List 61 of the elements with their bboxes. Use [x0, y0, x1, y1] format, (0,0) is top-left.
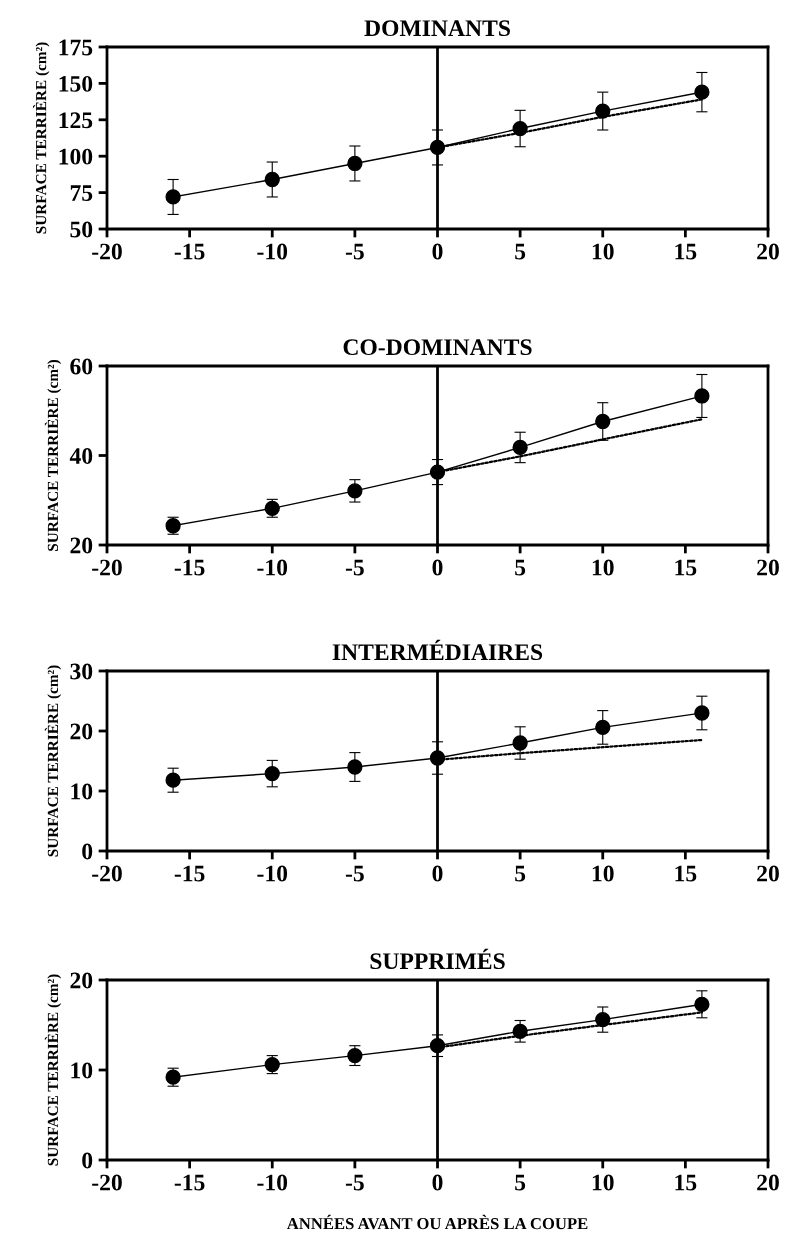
x-tick-label: -15 [174, 559, 205, 576]
chart-title: INTERMÉDIAIRES [332, 639, 543, 661]
x-tick-label: 20 [757, 243, 779, 260]
y-tick-label: 175 [59, 39, 93, 56]
x-tick-label: 15 [675, 865, 697, 882]
x-tick-label: 5 [515, 865, 526, 882]
x-tick-label: 15 [675, 243, 697, 260]
y-tick-label: 40 [69, 447, 93, 464]
y-tick-label: 10 [71, 783, 93, 800]
y-tick-label: 125 [59, 112, 93, 129]
y-axis-title: SURFACE TERRIÈRE (cm²) [33, 42, 50, 234]
x-tick-label: 0 [432, 865, 443, 882]
x-tick-label: 10 [592, 865, 614, 882]
x-tick-label: 20 [757, 1174, 779, 1191]
y-axis-title: SURFACE TERRIÈRE (cm²) [44, 359, 62, 551]
y-tick-label: 20 [70, 537, 93, 554]
y-tick-label: 60 [70, 358, 93, 375]
x-tick-label: 5 [515, 243, 526, 260]
x-tick-label: -5 [345, 865, 364, 882]
x-tick-label: 0 [432, 1174, 443, 1191]
y-axis-title: SURFACE TERRIÈRE (cm²) [44, 665, 62, 857]
x-tick-label: -5 [345, 1174, 364, 1191]
x-tick-label: 0 [432, 559, 443, 576]
x-tick-label: 10 [592, 1174, 614, 1191]
y-tick-label: 0 [82, 843, 93, 860]
y-tick-label: 30 [70, 663, 93, 680]
y-tick-label: 20 [70, 723, 93, 740]
x-tick-label: 20 [757, 559, 779, 576]
x-tick-label: 15 [675, 559, 697, 576]
x-tick-label: -15 [174, 243, 205, 260]
x-tick-label: -10 [257, 243, 288, 260]
x-tick-label: -10 [257, 865, 288, 882]
y-tick-label: 50 [70, 221, 93, 238]
y-tick-label: 100 [59, 148, 93, 165]
x-tick-label: -5 [345, 243, 364, 260]
x-tick-label: -10 [257, 1174, 288, 1191]
x-tick-label: 15 [675, 1174, 697, 1191]
x-tick-label: 5 [515, 1174, 526, 1191]
x-tick-label: 10 [592, 559, 614, 576]
x-tick-label: -5 [345, 559, 364, 576]
x-axis-title: ANNÉES AVANT OU APRÈS LA COUPE [286, 1214, 588, 1230]
y-tick-label: 150 [59, 75, 93, 92]
y-tick-label: 0 [82, 1152, 93, 1169]
x-tick-label: -10 [257, 559, 288, 576]
y-axis-title: SURFACE TERRIÈRE (cm²) [44, 974, 62, 1166]
x-tick-label: -15 [174, 1174, 205, 1191]
y-tick-label: 20 [70, 972, 93, 989]
x-tick-label: -20 [92, 865, 122, 882]
x-tick-label: 0 [432, 243, 443, 260]
x-tick-label: 5 [515, 559, 526, 576]
x-tick-label: -20 [92, 243, 122, 260]
chart-title: DOMINANTS [364, 20, 510, 37]
x-tick-label: -20 [92, 559, 122, 576]
x-tick-label: -20 [92, 1174, 122, 1191]
chart-title: SUPPRIMÉS [370, 948, 505, 970]
y-tick-label: 75 [70, 185, 93, 202]
x-tick-label: 20 [757, 865, 779, 882]
y-tick-label: 10 [71, 1062, 93, 1079]
x-tick-label: -15 [174, 865, 205, 882]
x-tick-label: 10 [592, 243, 614, 260]
chart-title: CO-DOMINANTS [343, 339, 532, 356]
